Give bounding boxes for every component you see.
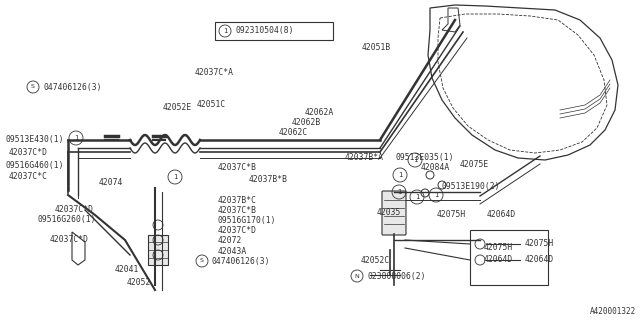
- Text: 42051C: 42051C: [197, 100, 227, 109]
- Text: 42037C*B: 42037C*B: [218, 206, 257, 215]
- Text: 1: 1: [413, 157, 417, 163]
- Text: 023808006(2): 023808006(2): [367, 272, 426, 281]
- Text: 42052: 42052: [127, 278, 152, 287]
- Text: 09513E190(2): 09513E190(2): [441, 182, 499, 191]
- Text: 42052C: 42052C: [361, 256, 390, 265]
- Text: 42075H: 42075H: [437, 210, 467, 219]
- Text: A420001322: A420001322: [589, 307, 636, 316]
- Text: 09516G460(1): 09516G460(1): [6, 161, 65, 170]
- Text: 42064D: 42064D: [487, 210, 516, 219]
- Text: 09513E430(1): 09513E430(1): [6, 135, 65, 144]
- Text: 1: 1: [223, 28, 227, 34]
- Text: 42037C*D: 42037C*D: [55, 205, 94, 214]
- Text: 42037C*A: 42037C*A: [195, 68, 234, 77]
- Text: 42072: 42072: [218, 236, 243, 245]
- Bar: [215, 22, 333, 40]
- Text: 09516G260(1): 09516G260(1): [38, 215, 97, 224]
- FancyBboxPatch shape: [382, 191, 406, 235]
- Text: 42037C*B: 42037C*B: [218, 163, 257, 172]
- Text: 42037B*B: 42037B*B: [249, 175, 288, 184]
- Text: 42075E: 42075E: [460, 160, 489, 169]
- Text: 42051B: 42051B: [362, 43, 391, 52]
- Text: 1: 1: [74, 135, 78, 141]
- Bar: [470, 230, 548, 285]
- Text: 42074: 42074: [99, 178, 124, 187]
- Text: 42064D: 42064D: [484, 255, 513, 264]
- Text: 42037C*D: 42037C*D: [218, 226, 257, 235]
- Text: 42035: 42035: [377, 208, 401, 217]
- Text: 42075H: 42075H: [525, 239, 554, 249]
- Text: 42052E: 42052E: [163, 103, 192, 112]
- Text: 1: 1: [173, 174, 177, 180]
- Text: N: N: [355, 274, 360, 278]
- Text: 092310504(8): 092310504(8): [235, 27, 294, 36]
- Text: 1: 1: [397, 172, 403, 178]
- Text: 42037C*D: 42037C*D: [9, 148, 48, 157]
- Text: 42062C: 42062C: [279, 128, 308, 137]
- Text: 42084A: 42084A: [421, 163, 451, 172]
- Text: S: S: [31, 84, 35, 90]
- Text: 42037C*C: 42037C*C: [9, 172, 48, 181]
- Text: 42075H: 42075H: [484, 243, 513, 252]
- Text: 42043A: 42043A: [218, 247, 247, 256]
- Text: 42062B: 42062B: [292, 118, 321, 127]
- Text: 42037B*C: 42037B*C: [218, 196, 257, 205]
- Text: 09516G170(1): 09516G170(1): [218, 216, 276, 225]
- Text: 1: 1: [415, 194, 419, 200]
- Text: 1: 1: [397, 189, 401, 195]
- Text: 42041: 42041: [115, 265, 140, 274]
- Text: 047406126(3): 047406126(3): [43, 83, 102, 92]
- Bar: [148, 235, 168, 265]
- Text: 42037C*D: 42037C*D: [50, 235, 89, 244]
- Text: 047406126(3): 047406126(3): [212, 257, 271, 266]
- Text: S: S: [200, 259, 204, 263]
- Text: 42062A: 42062A: [305, 108, 334, 117]
- Text: 1: 1: [434, 192, 438, 198]
- Text: 42037B*A: 42037B*A: [345, 153, 384, 162]
- Text: 09513E035(1): 09513E035(1): [396, 153, 454, 162]
- Text: 42064D: 42064D: [525, 255, 554, 265]
